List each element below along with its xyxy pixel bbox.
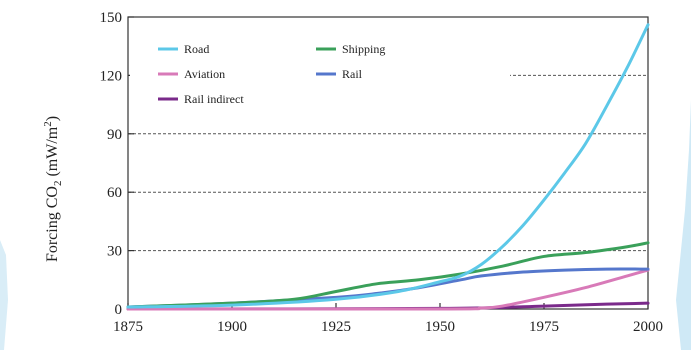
legend-entry-shipping: Shipping xyxy=(316,42,385,56)
legend-label: Rail xyxy=(342,67,363,81)
legend-label: Road xyxy=(184,42,209,56)
legend-label: Aviation xyxy=(184,67,225,81)
series-line-rail xyxy=(126,267,650,309)
series-line-road xyxy=(126,23,650,309)
x-tick-label: 1975 xyxy=(529,319,559,335)
legend-entry-aviation: Aviation xyxy=(158,67,225,81)
y-tick-label: 90 xyxy=(107,127,122,143)
legend-label: Shipping xyxy=(342,42,385,56)
legend-entry-rail: Rail xyxy=(316,67,363,81)
x-tick-label: 1875 xyxy=(113,319,143,335)
legend-entry-road: Road xyxy=(158,42,209,56)
legend-entry-rail-indirect: Rail indirect xyxy=(158,92,244,106)
x-tick-label: 2000 xyxy=(633,319,663,335)
legend-label: Rail indirect xyxy=(184,92,244,106)
axis-ticks: 0 30 60 90 120 150 1875 1900 1925 1950 1975 2000 xyxy=(100,10,664,335)
x-tick-label: 1900 xyxy=(217,319,247,335)
y-tick-label: 30 xyxy=(107,244,122,260)
series-line-aviation xyxy=(126,268,650,311)
x-tick-label: 1950 xyxy=(425,319,455,335)
x-tick-label: 1925 xyxy=(321,319,351,335)
legend: Road Shipping Aviation Rail Rail indirect xyxy=(130,27,510,122)
series-line-shipping xyxy=(126,241,650,309)
series-layer xyxy=(126,23,650,311)
y-tick-label: 60 xyxy=(107,185,122,201)
y-tick-label: 0 xyxy=(115,302,123,318)
y-tick-label: 150 xyxy=(100,10,123,26)
y-axis-label: Forcing CO2 (mW/m2) xyxy=(42,116,64,262)
y-tick-label: 120 xyxy=(100,68,123,84)
